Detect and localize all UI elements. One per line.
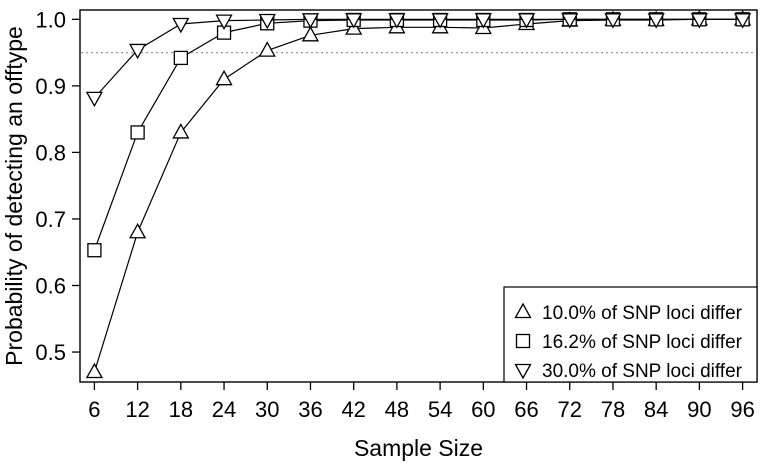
legend-marker	[514, 302, 532, 319]
y-tick-label: 0.7	[35, 207, 66, 232]
x-tick-label: 18	[169, 397, 193, 422]
data-point	[129, 43, 147, 60]
data-point	[604, 13, 622, 29]
data-point	[129, 222, 147, 239]
x-tick-label: 12	[125, 397, 149, 422]
x-tick-label: 54	[428, 397, 452, 422]
legend: 10.0% of SNP loci differ 16.2% of SNP loc…	[503, 286, 758, 383]
legend-entry-2: 16.2% of SNP loci differ	[515, 332, 743, 353]
data-point	[85, 91, 104, 108]
data-point	[215, 14, 233, 30]
legend-label: 10.0% of SNP loci differ	[542, 303, 743, 324]
series-3-line	[93, 18, 743, 99]
y-tick-label: 0.9	[35, 74, 66, 99]
x-axis: 6 12 18 24 30 36 42 48 54 60 66 72 78 84 90 96	[88, 382, 755, 422]
data-point	[258, 13, 276, 30]
x-tick-label: 72	[558, 397, 582, 422]
x-tick-label: 96	[730, 397, 754, 422]
x-tick-label: 24	[212, 397, 236, 422]
data-point	[388, 13, 406, 29]
data-point	[474, 13, 492, 29]
data-point	[258, 41, 276, 57]
y-tick-label: 0.6	[35, 274, 66, 299]
data-point	[517, 13, 536, 29]
legend-label: 30.0% of SNP loci differ	[542, 361, 743, 382]
x-tick-label: 66	[514, 397, 538, 422]
legend-box	[503, 286, 758, 383]
plot-area-frame	[79, 9, 758, 383]
data-point	[647, 13, 665, 29]
data-point	[172, 17, 190, 34]
data-point	[301, 25, 320, 42]
x-tick-label: 42	[341, 397, 365, 422]
data-point	[85, 362, 104, 379]
x-tick-label: 36	[298, 397, 322, 422]
x-tick-label: 6	[88, 397, 100, 422]
series-3	[85, 13, 752, 108]
data-point	[215, 69, 233, 86]
y-axis-label: Probability of detecting an offtype	[1, 26, 27, 366]
y-tick-label: 0.8	[35, 140, 66, 165]
y-axis: 0.5 0.6 0.7 0.8 0.9 1.0	[35, 7, 80, 365]
data-point	[431, 13, 449, 29]
y-tick-label: 0.5	[35, 340, 66, 365]
data-point	[130, 125, 145, 140]
legend-entry-3: 30.0% of SNP loci differ	[514, 361, 743, 382]
x-tick-label: 60	[471, 397, 495, 422]
y-tick-label: 1.0	[35, 7, 66, 32]
data-point	[733, 13, 752, 29]
data-point	[561, 13, 579, 29]
x-axis-label: Sample Size	[354, 435, 483, 461]
data-point	[345, 13, 363, 29]
legend-marker	[514, 363, 532, 380]
series-layer	[85, 9, 752, 379]
legend-label: 16.2% of SNP loci differ	[542, 332, 743, 353]
series-1-line	[93, 18, 743, 373]
data-point	[87, 243, 102, 258]
series-2-line	[93, 18, 743, 251]
data-point	[173, 50, 188, 66]
data-point	[301, 13, 320, 29]
x-tick-label: 90	[687, 397, 711, 422]
legend-entry-1: 10.0% of SNP loci differ	[514, 302, 743, 324]
x-tick-label: 84	[644, 397, 668, 422]
x-tick-label: 48	[385, 397, 409, 422]
x-tick-label: 78	[601, 397, 625, 422]
data-point	[172, 123, 190, 139]
data-point	[690, 13, 708, 29]
x-tick-label: 30	[255, 397, 279, 422]
legend-marker	[515, 333, 531, 349]
